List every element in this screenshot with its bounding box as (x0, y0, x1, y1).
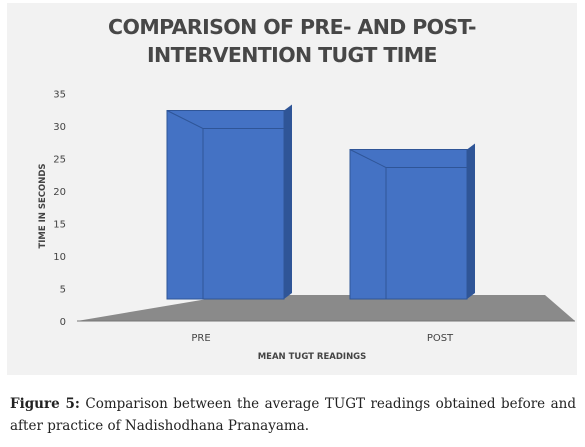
chart-title-line-2: INTERVENTION TUGT TIME (147, 43, 437, 67)
bar-front-face (349, 149, 468, 300)
chart-floor (77, 295, 575, 321)
y-tick-label: 0 (60, 317, 66, 328)
caption-text: Comparison between the average TUGT read… (10, 396, 576, 434)
y-tick-label: 5 (60, 285, 66, 296)
chart-title-line-1: COMPARISON OF PRE- AND POST- (108, 15, 476, 39)
bar-post (349, 143, 475, 300)
y-tick-label: 25 (53, 155, 66, 166)
figure-caption: Figure 5: Comparison between the average… (10, 393, 576, 437)
caption-label: Figure 5: (10, 396, 80, 412)
chart-area: COMPARISON OF PRE- AND POST- INTERVENTIO… (7, 3, 577, 375)
y-tick-label: 35 (53, 90, 66, 101)
bar-side-face (467, 143, 475, 299)
x-category-label: POST (427, 333, 454, 344)
x-category-label: PRE (191, 333, 210, 344)
y-tick-label: 10 (53, 252, 66, 263)
y-tick-label: 20 (53, 187, 66, 198)
bar-chart: COMPARISON OF PRE- AND POST- INTERVENTIO… (38, 15, 575, 362)
bar-pre (166, 104, 292, 300)
bar-side-face (284, 104, 292, 299)
y-tick-label: 15 (53, 220, 66, 231)
y-tick-label: 30 (53, 122, 66, 133)
x-axis-title: MEAN TUGT READINGS (258, 352, 367, 362)
y-axis-title: TIME IN SECONDS (38, 163, 48, 248)
bar-front-face (166, 110, 285, 300)
